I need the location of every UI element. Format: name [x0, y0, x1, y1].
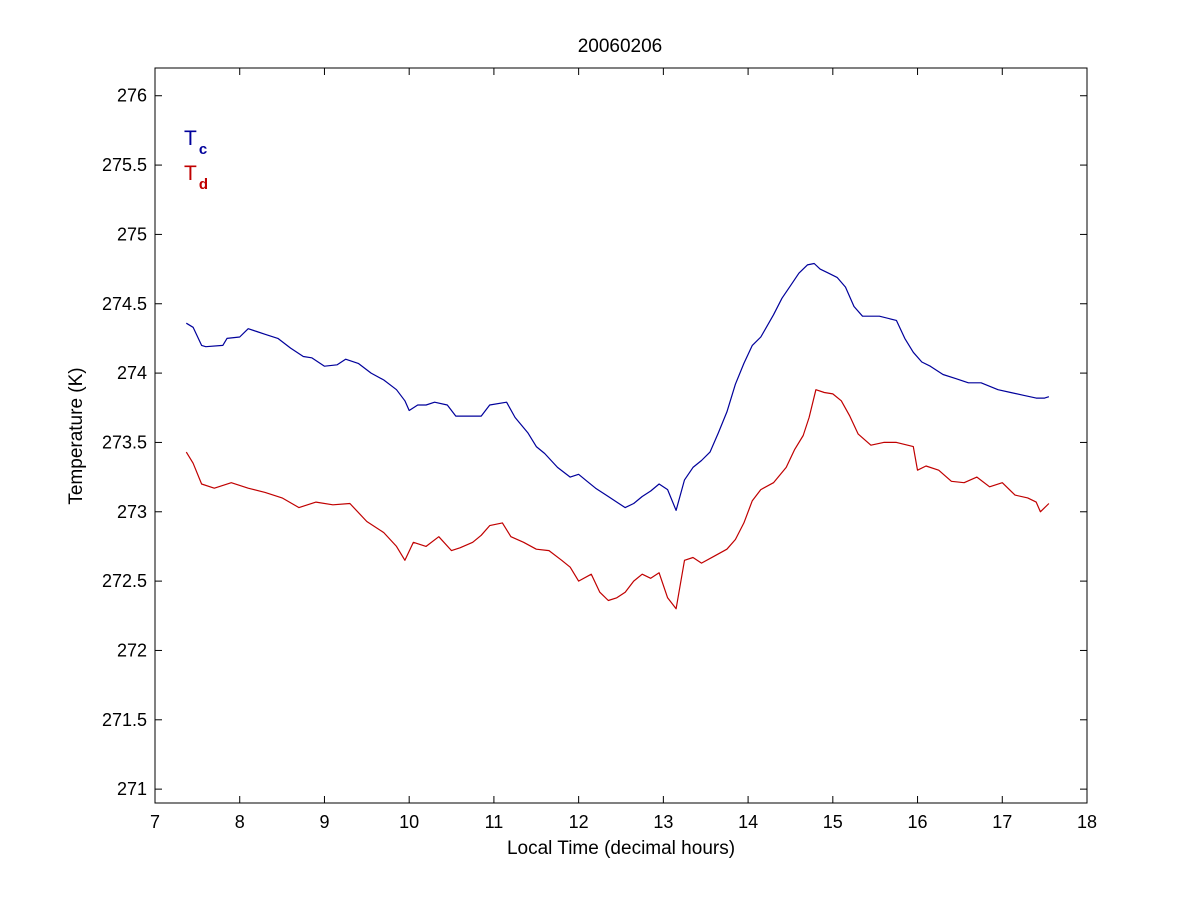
y-tick-label: 274.5 [102, 294, 147, 314]
chart-title: 20060206 [578, 36, 663, 57]
legend-entry-tc-subscript: c [199, 141, 207, 158]
legend-entry-td-name: T [184, 162, 197, 185]
y-tick-label: 272.5 [102, 571, 147, 591]
y-tick-label: 272 [117, 640, 147, 660]
y-tick-label: 273.5 [102, 432, 147, 452]
series-layer [185, 262, 1050, 610]
y-tick-label: 271 [117, 779, 147, 799]
y-tick-label: 276 [117, 86, 147, 106]
x-tick-label: 11 [485, 812, 504, 832]
y-tick-label: 271.5 [102, 710, 147, 730]
y-tick-label: 275.5 [102, 155, 147, 175]
plot-area-frame [154, 67, 1088, 804]
x-tick-label: 15 [823, 812, 843, 832]
x-tick-label: 14 [738, 812, 758, 832]
series-line-tc [185, 262, 1050, 511]
x-axis-ticks: 7 8 9 10 11 12 13 14 15 16 17 18 [150, 68, 1097, 832]
y-axis-label: Temperature (K) [66, 367, 87, 504]
y-axis-ticks: 271 271.5 272 272.5 273 273.5 274 274.5 275 275.5… [102, 86, 1087, 799]
series-line-td [185, 389, 1050, 610]
x-tick-label: 17 [992, 812, 1012, 832]
x-tick-label: 8 [235, 812, 245, 832]
x-tick-label: 18 [1077, 812, 1097, 832]
y-tick-label: 274 [117, 363, 147, 383]
x-tick-label: 9 [319, 812, 329, 832]
x-tick-label: 7 [150, 812, 160, 832]
x-tick-label: 12 [569, 812, 589, 832]
x-tick-label: 16 [908, 812, 928, 832]
legend-entry-tc-name: T [184, 127, 197, 150]
x-tick-label: 10 [399, 812, 419, 832]
legend-entry-td-subscript: d [199, 176, 208, 193]
x-axis-label: Local Time (decimal hours) [507, 838, 735, 859]
y-tick-label: 275 [117, 224, 147, 244]
x-tick-label: 13 [653, 812, 673, 832]
y-tick-label: 273 [117, 502, 147, 522]
